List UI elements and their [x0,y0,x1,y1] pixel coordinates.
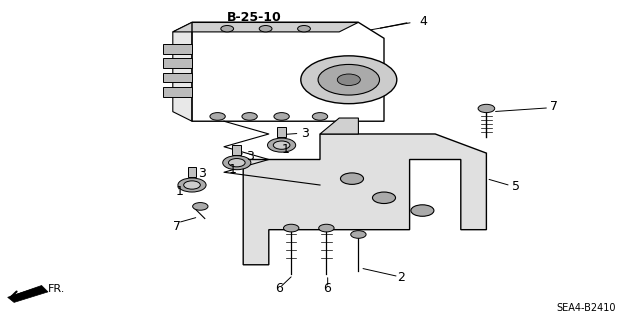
Circle shape [228,159,245,167]
Circle shape [259,26,272,32]
Circle shape [351,231,366,238]
Text: 6: 6 [275,282,283,295]
Text: B-25-10: B-25-10 [227,11,282,24]
Polygon shape [320,118,358,134]
Circle shape [301,56,397,104]
Circle shape [340,173,364,184]
Polygon shape [8,286,48,302]
Circle shape [298,26,310,32]
FancyBboxPatch shape [163,73,192,82]
Text: 3: 3 [198,167,206,180]
Polygon shape [243,134,486,265]
Text: 2: 2 [397,271,404,284]
Text: SEA4-B2410: SEA4-B2410 [557,303,616,313]
FancyBboxPatch shape [163,44,192,54]
Bar [188,167,196,177]
Polygon shape [173,22,192,121]
Bar [277,127,286,137]
Circle shape [337,74,360,85]
FancyBboxPatch shape [163,87,192,97]
Circle shape [193,203,208,210]
Text: FR.: FR. [48,284,65,294]
Text: 1: 1 [282,144,289,156]
Circle shape [221,26,234,32]
Circle shape [372,192,396,204]
Bar [232,145,241,155]
Text: 6: 6 [323,282,331,295]
Text: 1: 1 [176,185,184,198]
Circle shape [312,113,328,120]
Polygon shape [173,22,358,32]
Text: 1: 1 [229,163,237,175]
Text: 5: 5 [512,180,520,193]
Circle shape [178,178,206,192]
Text: 3: 3 [246,150,254,163]
Circle shape [274,113,289,120]
Circle shape [210,113,225,120]
Text: 7: 7 [173,220,181,233]
Circle shape [184,181,200,189]
Text: 7: 7 [550,100,558,113]
Text: 3: 3 [301,128,308,140]
Circle shape [242,113,257,120]
Circle shape [411,205,434,216]
Circle shape [318,64,380,95]
FancyBboxPatch shape [163,58,192,68]
Text: 4: 4 [419,15,427,28]
Circle shape [268,138,296,152]
Circle shape [319,224,334,232]
Circle shape [478,104,495,113]
Circle shape [284,224,299,232]
Circle shape [273,141,290,149]
Circle shape [223,156,251,170]
